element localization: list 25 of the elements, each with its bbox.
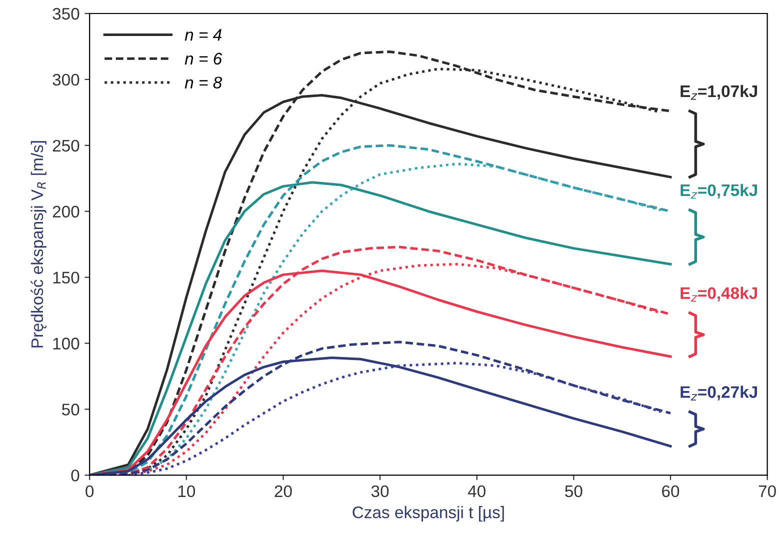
x-tick-label: 30	[371, 485, 389, 498]
x-tick-label: 0	[86, 485, 94, 498]
y-tick-label: 300	[52, 74, 80, 86]
annotation: E$_{z}$=0,75kJ	[680, 184, 757, 199]
y-tick-label: 350	[52, 8, 80, 20]
x-tick-label: 50	[565, 485, 582, 498]
legend-label: n = 8	[184, 76, 222, 88]
annotation: E$_{z}$=1,07kJ	[680, 84, 757, 100]
y-tick-label: 0	[71, 470, 80, 482]
x-tick-label: 20	[274, 485, 292, 498]
y-tick-label: 150	[53, 272, 80, 284]
x-tick-label: 40	[468, 485, 486, 498]
x-tick-label: 10	[178, 485, 196, 498]
y-tick-label: 100	[53, 338, 80, 350]
x-tick-label: 60	[662, 485, 680, 498]
y-tick-label: 50	[62, 404, 80, 416]
y-tick-label: 250	[52, 140, 80, 152]
legend-label: n = 4	[184, 29, 222, 41]
annotation: E$_{z}$=0,48kJ	[680, 286, 757, 302]
x-axis-title: Czas ekspansji t [µs]	[352, 506, 504, 522]
y-axis-title: Prędkość ekspansji V$_{R}$ [m/s]	[30, 141, 46, 348]
legend-label: n = 6	[184, 52, 222, 65]
annotation: E$_{z}$=0,27kJ	[680, 386, 757, 401]
x-tick-label: 70	[758, 485, 776, 498]
y-tick-label: 200	[52, 206, 80, 218]
